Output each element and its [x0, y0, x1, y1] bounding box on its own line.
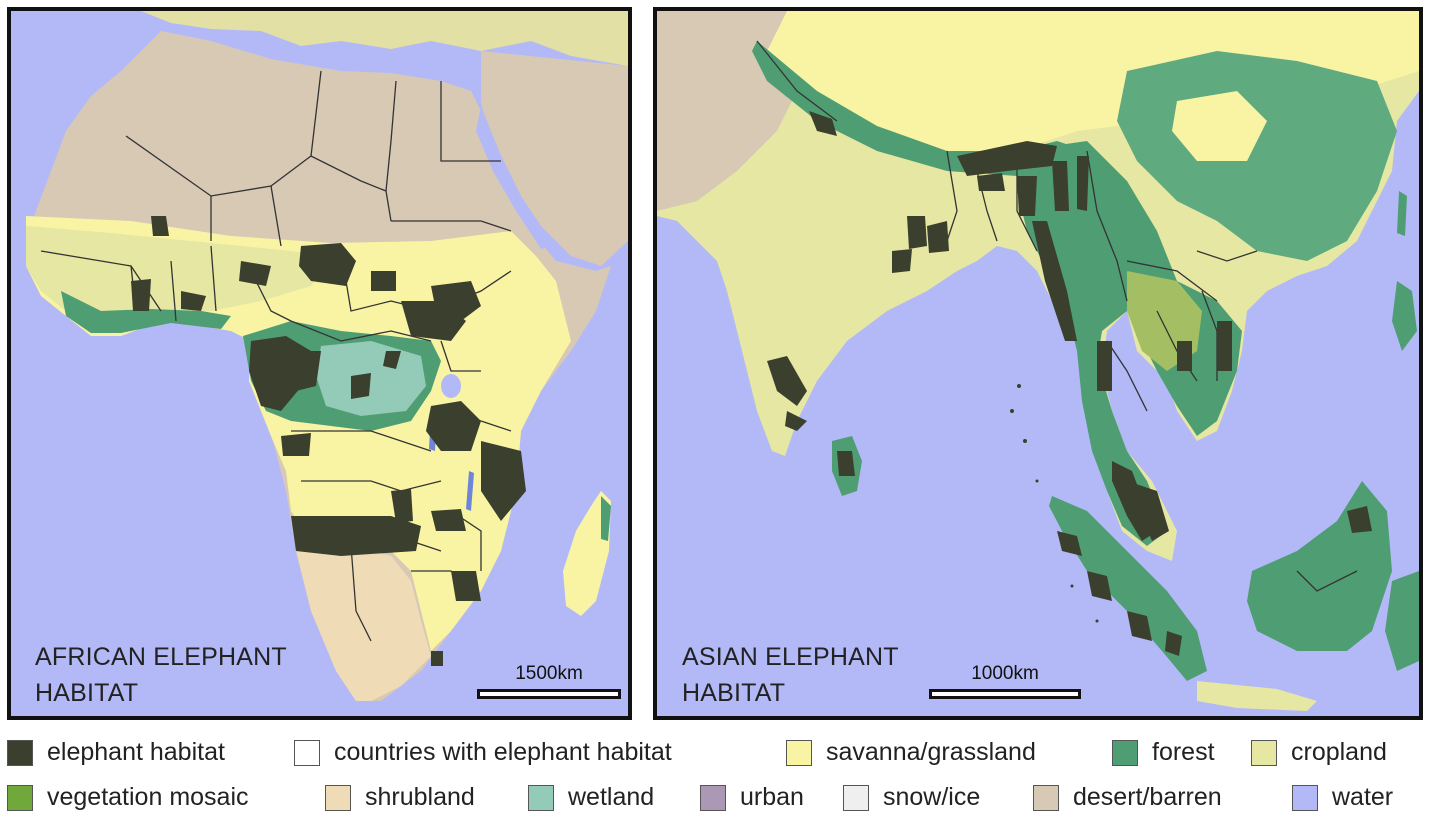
- legend-row-2: vegetation mosaic shrubland wetland urba…: [0, 779, 1429, 819]
- lake-victoria: [441, 374, 461, 398]
- legend-swatch: [700, 785, 726, 811]
- legend-swatch: [843, 785, 869, 811]
- legend-label: urban: [740, 783, 804, 811]
- asia-elephant-habitat: [767, 111, 1372, 656]
- africa-scale-label: 1500km: [515, 663, 583, 684]
- legend-label: savanna/grassland: [826, 738, 1036, 766]
- asia-scale-label: 1000km: [971, 663, 1039, 684]
- legend-swatch: [1251, 740, 1277, 766]
- legend-row-1: elephant habitat countries with elephant…: [0, 734, 1429, 774]
- legend-label: shrubland: [365, 783, 475, 811]
- legend-swatch: [528, 785, 554, 811]
- legend-swatch: [1292, 785, 1318, 811]
- se-asia-forest: [1017, 141, 1242, 546]
- legend-label: elephant habitat: [47, 738, 225, 766]
- asia-country-borders: [756, 40, 1358, 592]
- africa-map: [26, 11, 628, 701]
- asia-map-title: ASIAN ELEPHANT HABITAT: [682, 643, 899, 707]
- legend-swatch: [7, 785, 33, 811]
- legend-swatch: [1033, 785, 1059, 811]
- legend-swatch: [294, 740, 320, 766]
- red-sea: [476, 106, 551, 249]
- map-legend: elephant habitat countries with elephant…: [0, 726, 1429, 821]
- asia-map-panel: ASIAN ELEPHANT HABITAT 1000km: [653, 7, 1423, 720]
- hainan: [1231, 271, 1259, 295]
- madagascar: [563, 491, 611, 616]
- lake-malawi: [466, 471, 474, 511]
- legend-label: wetland: [568, 783, 655, 811]
- africa-scale-rect: [477, 689, 621, 699]
- philippines: [1392, 281, 1417, 351]
- legend-swatch: [786, 740, 812, 766]
- africa-map-title: AFRICAN ELEPHANT HABITAT: [35, 643, 287, 707]
- middle-east-landmass: [481, 51, 628, 266]
- west-africa-cropland: [26, 226, 331, 331]
- legend-label: snow/ice: [883, 783, 981, 811]
- legend-swatch: [325, 785, 351, 811]
- legend-swatch: [1112, 740, 1138, 766]
- legend-label: desert/barren: [1073, 783, 1222, 811]
- legend-swatch: [7, 740, 33, 766]
- tibet-plateau: [767, 11, 1419, 161]
- africa-scale-bar: 1500km: [477, 663, 621, 699]
- asia-scale-bar: 1000km: [929, 663, 1081, 699]
- southern-shrubland: [296, 546, 431, 701]
- java: [1197, 681, 1317, 711]
- asia-scale-rect: [929, 689, 1081, 699]
- legend-label: countries with elephant habitat: [334, 738, 672, 766]
- africa-elephant-habitat: [131, 216, 526, 666]
- legend-label: forest: [1152, 738, 1215, 766]
- africa-map-panel: AFRICAN ELEPHANT HABITAT 1500km: [7, 7, 632, 720]
- borneo: [1247, 481, 1392, 651]
- europe-landmass: [141, 11, 628, 66]
- legend-label: cropland: [1291, 738, 1387, 766]
- legend-label: water: [1332, 783, 1394, 811]
- taiwan: [1397, 191, 1407, 236]
- west-africa-forest: [61, 291, 231, 333]
- asia-map: [657, 11, 1419, 711]
- legend-label: vegetation mosaic: [47, 783, 249, 811]
